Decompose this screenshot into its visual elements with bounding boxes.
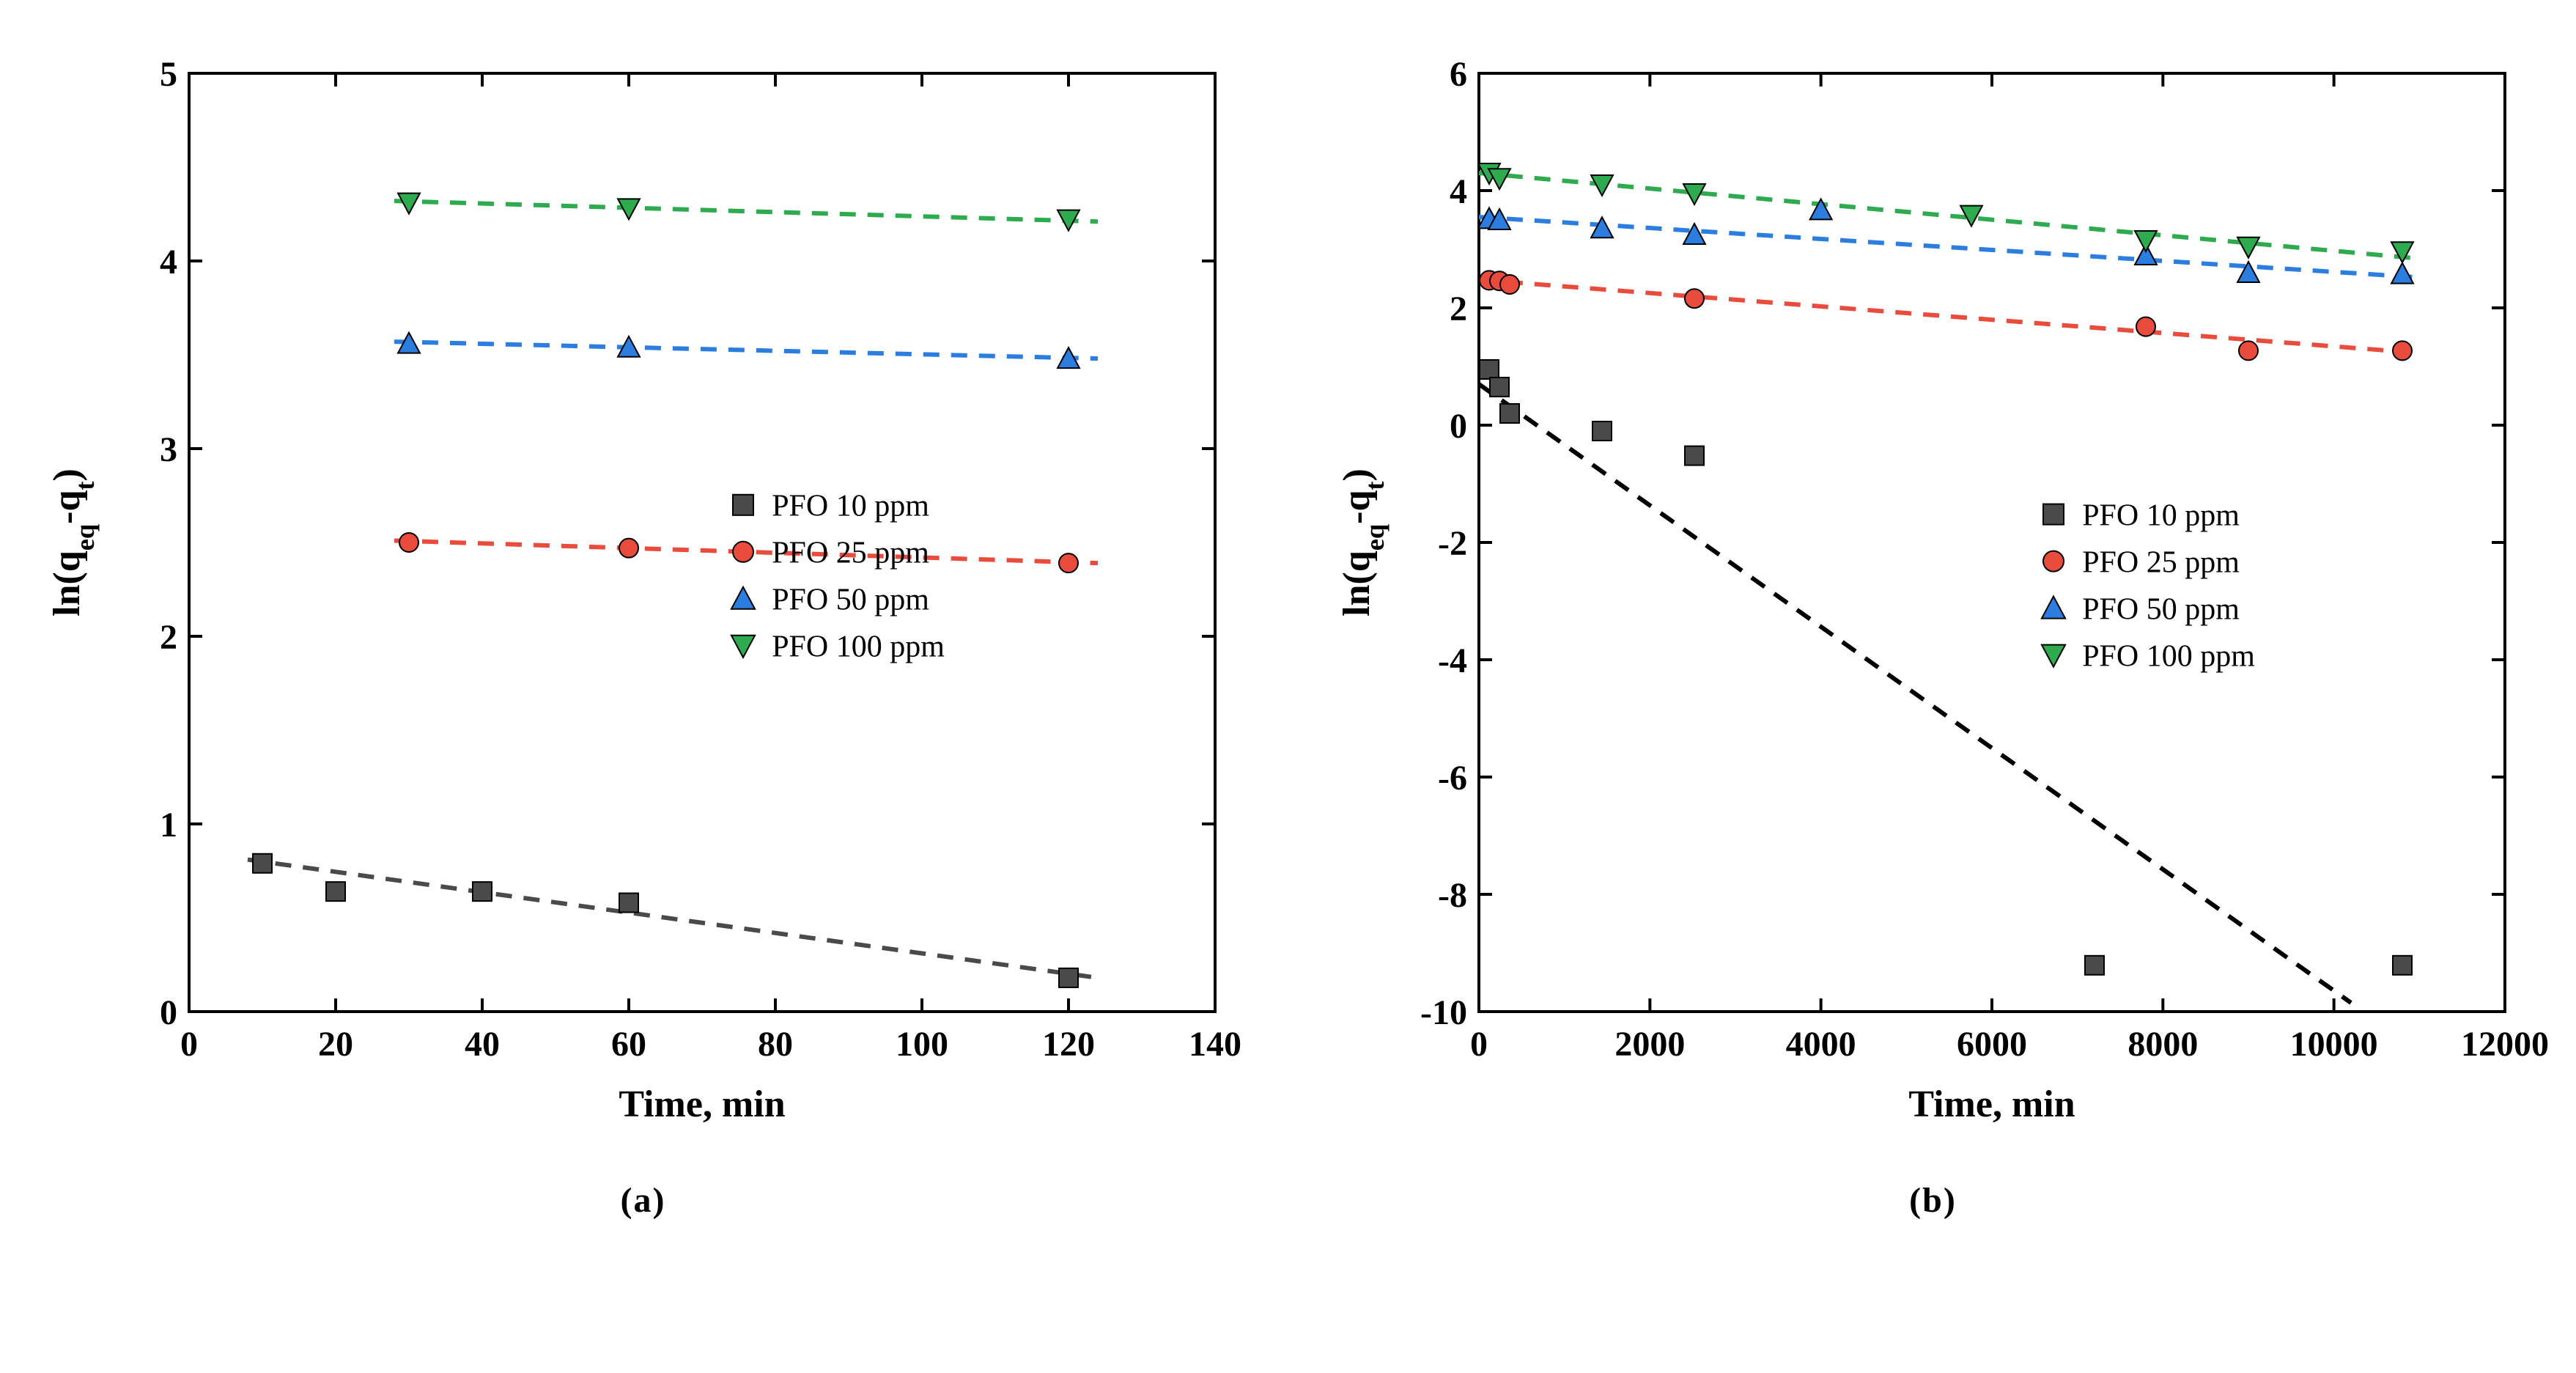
svg-text:PFO 25 ppm: PFO 25 ppm: [772, 537, 929, 570]
svg-text:PFO 10 ppm: PFO 10 ppm: [2082, 498, 2240, 532]
svg-text:2: 2: [1450, 290, 1467, 328]
sublabel-b: (b): [1909, 1180, 1957, 1221]
svg-text:2000: 2000: [1614, 1025, 1685, 1064]
svg-text:6000: 6000: [1957, 1025, 2027, 1064]
chart-a: 0 20 40 60 80 100 120 140 0 1 2 3 4 5 Time, min ln(qeq-…: [28, 29, 1259, 1158]
svg-text:60: 60: [611, 1025, 646, 1064]
svg-text:140: 140: [1189, 1025, 1241, 1064]
svg-text:-10: -10: [1420, 993, 1467, 1032]
svg-text:Time, min: Time, min: [1908, 1083, 2075, 1125]
svg-text:-2: -2: [1438, 524, 1467, 563]
panel-a: 0 20 40 60 80 100 120 140 0 1 2 3 4 5 Time, min ln(qeq-…: [28, 29, 1259, 1221]
svg-text:PFO 100 ppm: PFO 100 ppm: [2082, 639, 2255, 673]
svg-text:4: 4: [160, 243, 177, 281]
svg-text:ln(qeq-qt): ln(qeq-qt): [46, 468, 100, 616]
svg-text:4000: 4000: [1785, 1025, 1856, 1064]
svg-text:80: 80: [758, 1025, 793, 1064]
svg-text:20: 20: [318, 1025, 353, 1064]
chart-b: 0 2000 4000 6000 8000 10000 12000 -10 -8 -6 -4 -2 0 2…: [1318, 29, 2549, 1158]
svg-text:-6: -6: [1438, 759, 1467, 798]
sublabel-a: (a): [621, 1180, 666, 1221]
svg-text:0: 0: [180, 1025, 198, 1064]
svg-text:0: 0: [160, 993, 177, 1032]
svg-text:1: 1: [160, 806, 177, 844]
svg-text:ln(qeq-qt): ln(qeq-qt): [1336, 468, 1390, 616]
svg-text:40: 40: [465, 1025, 500, 1064]
svg-text:2: 2: [160, 618, 177, 657]
svg-text:10000: 10000: [2289, 1025, 2377, 1064]
svg-text:0: 0: [1450, 407, 1467, 446]
svg-text:-8: -8: [1438, 876, 1467, 915]
svg-text:Time, min: Time, min: [619, 1083, 785, 1125]
svg-text:6: 6: [1450, 55, 1467, 94]
svg-text:4: 4: [1450, 172, 1467, 211]
figure-container: 020406080100120140012345Time, minln(qeq-…: [29, 29, 2547, 1221]
svg-text:PFO 10 ppm: PFO 10 ppm: [772, 490, 929, 523]
svg-text:PFO 50 ppm: PFO 50 ppm: [2082, 592, 2240, 626]
svg-text:120: 120: [1042, 1025, 1095, 1064]
svg-text:0: 0: [1470, 1025, 1488, 1064]
svg-text:PFO 50 ppm: PFO 50 ppm: [772, 584, 929, 617]
svg-text:8000: 8000: [2127, 1025, 2198, 1064]
svg-text:5: 5: [160, 55, 177, 94]
svg-text:3: 3: [160, 430, 177, 469]
svg-text:12000: 12000: [2461, 1025, 2549, 1064]
svg-text:-4: -4: [1438, 641, 1467, 680]
svg-text:PFO 100 ppm: PFO 100 ppm: [772, 630, 945, 664]
svg-text:100: 100: [896, 1025, 948, 1064]
svg-text:PFO 25 ppm: PFO 25 ppm: [2082, 545, 2240, 579]
panel-b: 0 2000 4000 6000 8000 10000 12000 -10 -8 -6 -4 -2 0 2…: [1318, 29, 2549, 1221]
